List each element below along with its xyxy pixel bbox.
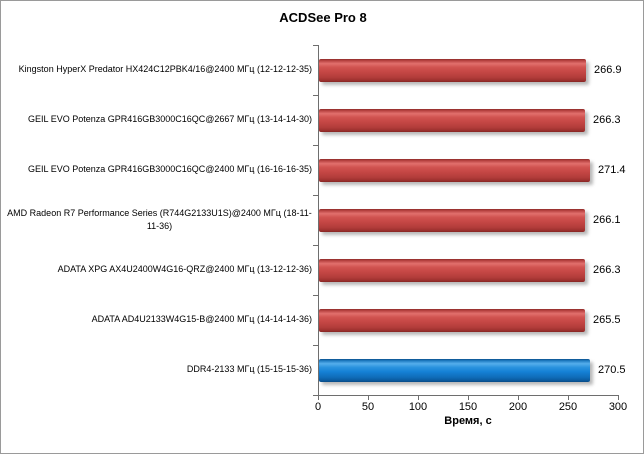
value-label: 270.5 — [598, 364, 626, 376]
x-axis-tick-label: 0 — [314, 401, 322, 413]
x-axis-tick-label: 250 — [558, 401, 578, 413]
value-label: 266.9 — [594, 64, 622, 76]
x-axis-tick-label: 100 — [408, 401, 428, 413]
y-axis-tick — [313, 145, 318, 146]
x-axis-tick-label: 150 — [458, 401, 478, 413]
x-axis-tick-label: 200 — [508, 401, 528, 413]
category-label: GEIL EVO Potenza GPR416GB3000C16QC@2400 … — [28, 164, 312, 175]
bar — [319, 359, 590, 382]
bar — [319, 109, 585, 132]
x-axis-tick-label: 50 — [361, 401, 375, 413]
bar — [319, 259, 585, 282]
x-axis-tick — [418, 396, 419, 400]
x-axis-tick — [468, 396, 469, 400]
y-axis-tick — [313, 95, 318, 96]
category-label: DDR4-2133 МГц (15-15-15-36) — [186, 364, 312, 375]
y-axis-tick — [313, 395, 318, 396]
value-label: 266.3 — [593, 114, 621, 126]
x-axis-tick — [368, 396, 369, 400]
bar — [319, 159, 590, 182]
x-axis-tick — [568, 396, 569, 400]
y-axis-line — [318, 45, 319, 396]
value-label: 271.4 — [598, 164, 626, 176]
bar — [319, 59, 586, 82]
y-axis-tick — [313, 295, 318, 296]
x-axis-tick — [618, 396, 619, 400]
bar — [319, 309, 585, 332]
y-axis-tick — [313, 45, 318, 46]
chart-title: ACDSee Pro 8 — [279, 10, 367, 25]
y-axis-tick — [313, 195, 318, 196]
bar — [319, 209, 585, 232]
x-axis-label: Время, с — [444, 415, 492, 427]
y-axis-tick — [313, 245, 318, 246]
value-label: 266.1 — [593, 214, 621, 226]
value-label: 265.5 — [593, 314, 621, 326]
value-label: 266.3 — [593, 264, 621, 276]
category-label: ADATA XPG AX4U2400W4G16-QRZ@2400 МГц (13… — [57, 264, 312, 275]
x-axis-tick — [518, 396, 519, 400]
category-label: GEIL EVO Potenza GPR416GB3000C16QC@2667 … — [28, 114, 312, 125]
category-label: ADATA AD4U2133W4G15-B@2400 МГц (14-14-14… — [91, 314, 312, 325]
category-label: Kingston HyperX Predator HX424C12PBK4/16… — [18, 64, 312, 75]
y-axis-tick — [313, 345, 318, 346]
x-axis-tick-label: 300 — [608, 401, 628, 413]
category-label: AMD Radeon R7 Performance Series (R744G2… — [7, 207, 312, 231]
x-axis-tick — [318, 396, 319, 400]
x-axis-line — [318, 395, 619, 396]
